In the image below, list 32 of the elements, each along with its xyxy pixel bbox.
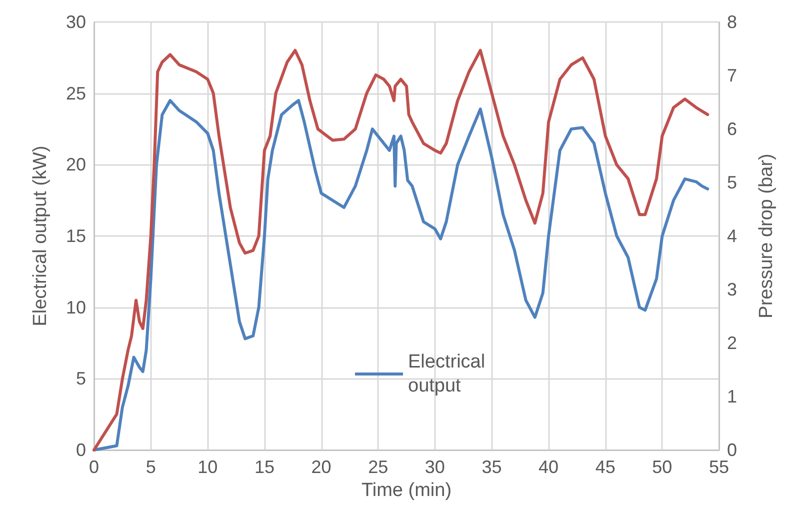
y-tick-label: 30 xyxy=(66,12,86,32)
y2-axis-title: Pressure drop (bar) xyxy=(756,154,777,318)
y2-tick-label: 8 xyxy=(727,12,738,32)
x-tick-label: 10 xyxy=(198,457,218,477)
legend-label: Electrical output xyxy=(408,352,490,396)
x-tick-label: 25 xyxy=(368,457,388,477)
x-tick-label: 5 xyxy=(146,457,156,477)
x-tick-label: 15 xyxy=(254,457,274,477)
y-tick-label: 5 xyxy=(76,368,86,389)
y2-tick-label: 0 xyxy=(727,440,738,460)
y2-tick-label: 1 xyxy=(727,386,738,406)
x-tick-label: 45 xyxy=(595,457,616,477)
y-tick-label: 15 xyxy=(66,226,86,246)
y2-tick-label: 7 xyxy=(727,66,738,86)
y2-tick-label: 2 xyxy=(727,333,738,353)
x-axis-title: Time (min) xyxy=(361,480,452,501)
x-tick-label: 30 xyxy=(424,457,445,477)
y-tick-label: 25 xyxy=(66,83,86,104)
y-tick-label: 20 xyxy=(66,154,86,175)
y2-tick-label: 6 xyxy=(727,119,738,139)
x-tick-label: 35 xyxy=(482,457,502,477)
y-tick-label: 10 xyxy=(66,297,86,318)
x-tick-label: 40 xyxy=(538,457,559,477)
y-axis-title: Electrical output (kW) xyxy=(30,146,51,326)
x-tick-label: 0 xyxy=(88,457,100,477)
x-tick-label: 50 xyxy=(652,457,672,477)
y2-tick-label: 5 xyxy=(727,172,738,192)
x-tick-label: 55 xyxy=(708,457,730,477)
y2-tick-label: 4 xyxy=(727,226,738,246)
y2-tick-label: 3 xyxy=(727,280,738,300)
y-tick-label: 0 xyxy=(76,440,86,460)
x-tick-label: 20 xyxy=(311,457,332,477)
